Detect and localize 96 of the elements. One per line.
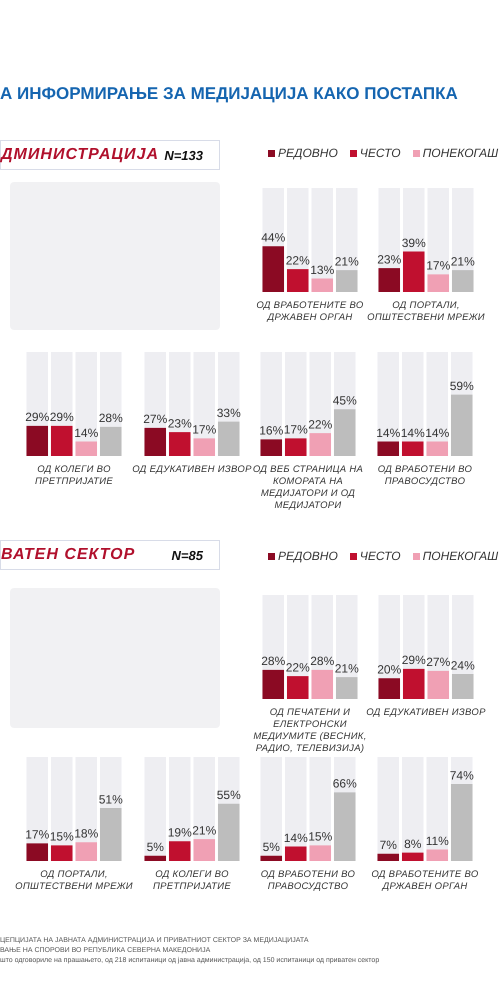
data-label: 21% [334, 661, 360, 676]
legend-label: ЧЕСТО [360, 146, 401, 160]
legend-label: ЧЕСТО [360, 549, 401, 563]
text: ВАТЕН СЕКТОР [1, 546, 136, 564]
data-label: 13% [310, 262, 335, 277]
data-label: 14% [74, 426, 99, 440]
bar [378, 268, 400, 292]
data-label: 44% [261, 230, 286, 245]
x-axis-title: ОД ПЕЧАТЕНИ И ЕЛЕКТРОНСКИ МЕДИУМИТЕ (ВЕСНИК, РАДИО, ТЕЛЕВИЗИЈА) [253, 707, 367, 754]
bar [377, 854, 400, 861]
data-label: 16% [259, 424, 284, 438]
data-label: 21% [450, 254, 476, 268]
data-label: 22% [286, 253, 310, 268]
data-label: 66% [332, 776, 358, 791]
data-label: 17% [192, 422, 217, 437]
x-axis-title: ОД КОЛЕГИ ВО ПРЕТПРИЈАТИЕ [152, 869, 232, 892]
bar [284, 438, 307, 456]
bar [309, 433, 332, 456]
data-label: 24% [450, 658, 476, 672]
legend-label: РЕДОВНО [278, 146, 338, 160]
data-label: 5% [146, 840, 164, 854]
data-label: 33% [216, 406, 242, 420]
bar [452, 674, 474, 699]
data-label: 27% [426, 655, 451, 670]
data-label: 28% [310, 654, 335, 668]
bar [426, 850, 448, 861]
data-label: 45% [332, 394, 358, 408]
bar [378, 678, 400, 699]
x-axis-title: ОД ЕДУКАТИВЕН ИЗВОР [132, 464, 252, 475]
bar [286, 269, 309, 292]
bar [309, 845, 332, 861]
bar [336, 270, 358, 292]
data-label: 29% [402, 653, 426, 668]
bar [284, 846, 307, 861]
data-label: 23% [377, 252, 402, 266]
data-label: 22% [308, 417, 333, 432]
text: N=133 [164, 148, 203, 162]
x-axis-title: ОД ВРАБОТЕНИ ВО ПРАВОСУДСТВО [378, 464, 472, 487]
data-label: 17% [426, 258, 451, 273]
data-label: 17% [284, 422, 308, 437]
data-label: 19% [168, 826, 192, 840]
data-label: 74% [450, 768, 474, 782]
x-axis-title: ОД ВЕБ СТРАНИЦА НА КОМОРАТА НА МЕДИЈАТОРИ И ОД МЕДИЈАТОРИ [252, 464, 364, 511]
bar [168, 432, 191, 456]
data-label: 59% [450, 378, 474, 393]
data-label: 39% [402, 236, 426, 250]
legend-label: ПОНЕКОГАШ [422, 549, 498, 563]
data-label: 28% [98, 411, 124, 426]
bar [75, 842, 98, 861]
x-axis-title: ОД ВРАБОТЕНИ ВО ПРАВОСУДСТВО [260, 869, 356, 893]
text: N=85 [172, 548, 203, 562]
data-label: 20% [377, 662, 402, 677]
text: А ИНФОРМИРАЊЕ ЗА МЕДИЈАЦИЈА КАКО ПОСТАПКА [0, 84, 459, 104]
data-label: 28% [261, 654, 286, 668]
bar [260, 856, 282, 861]
data-label: 15% [50, 830, 74, 844]
data-label: 5% [262, 840, 280, 854]
data-label: 8% [404, 836, 422, 851]
data-label: 14% [376, 426, 401, 440]
data-label: 51% [98, 792, 124, 806]
data-label: 11% [426, 834, 450, 848]
bar [193, 839, 216, 861]
data-label: 22% [286, 660, 310, 674]
bar [168, 841, 191, 861]
data-label: 29% [50, 410, 74, 424]
data-label: 15% [308, 830, 333, 844]
text: ДМИНИСТРАЦИЈА [1, 146, 160, 164]
data-label: 17% [25, 828, 50, 842]
data-label: 21% [334, 254, 360, 268]
bar [144, 856, 166, 861]
x-axis-title: ОД КОЛЕГИ ВО ПРЕТПРИЈАТИЕ [34, 464, 114, 487]
data-label: 7% [380, 838, 398, 852]
data-label: 18% [74, 826, 99, 841]
bar [26, 843, 48, 861]
data-label: 29% [25, 410, 50, 424]
bar [50, 845, 73, 861]
x-axis-title: ОД ВРАБОТЕНИТЕ ВО ДРЖАВЕН ОРГАН [256, 300, 364, 323]
bar [402, 852, 424, 861]
bar [452, 270, 474, 292]
data-label: 55% [216, 788, 242, 802]
bar [260, 439, 282, 456]
legend-label: РЕДОВНО [278, 549, 338, 563]
data-label: 27% [143, 412, 168, 426]
data-label: 14% [400, 426, 426, 440]
bar [427, 274, 450, 292]
bar [193, 438, 216, 456]
data-label: 23% [168, 416, 192, 430]
data-label: 14% [284, 830, 308, 845]
x-axis-title: ОД ПОРТАЛИ, ОПШТЕСТВЕНИ МРЕЖИ [14, 869, 134, 893]
x-axis-title: ОД ВРАБОТЕНИТЕ ВО ДРЖАВЕН ОРГАН [370, 869, 480, 893]
data-label: 14% [425, 426, 450, 440]
data-label: 21% [192, 823, 217, 838]
legend-label: ПОНЕКОГАШ [422, 146, 498, 160]
x-axis-title: ОД ПОРТАЛИ, ОПШТЕСТВЕНИ МРЕЖИ [367, 300, 485, 323]
bar [311, 278, 334, 292]
x-axis-title: ОД ЕДУКАТИВЕН ИЗВОР [365, 707, 487, 719]
